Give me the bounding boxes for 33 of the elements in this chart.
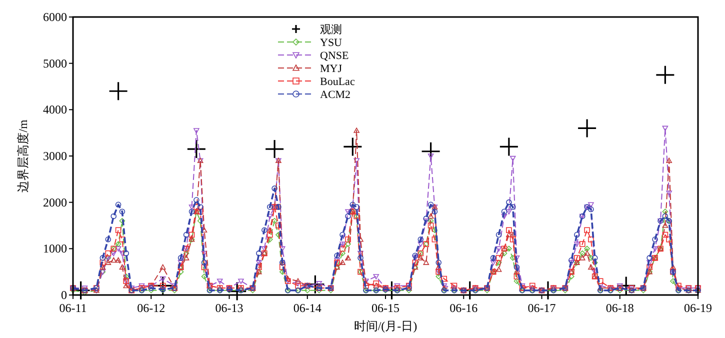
legend-label: ACM2 (320, 89, 351, 101)
point (655, 65, 675, 85)
point (108, 81, 128, 101)
legend-label: 观测 (320, 24, 342, 36)
x-tick-label: 06-16 (450, 301, 478, 315)
y-tick-label: 0 (61, 288, 67, 302)
point (421, 142, 441, 162)
point (264, 139, 284, 159)
x-tick-label: 06-17 (528, 301, 556, 315)
x-axis-title: 时间/(月-日) (354, 319, 418, 333)
x-tick-label: 06-12 (137, 301, 166, 315)
y-tick-label: 4000 (43, 102, 67, 117)
legend-label: QNSE (320, 50, 350, 62)
y-tick-label: 2000 (43, 195, 67, 210)
x-tick-label: 06-14 (293, 301, 322, 315)
point (499, 136, 519, 157)
y-axis-title: 边界层高度/m (16, 119, 30, 192)
y-tick-label: 3000 (43, 149, 67, 163)
legend-label: YSU (320, 37, 342, 49)
point (305, 274, 325, 294)
point (186, 139, 206, 159)
x-tick-label: 06-19 (684, 301, 712, 315)
x-tick-label: 06-11 (59, 301, 87, 315)
y-tick-label: 6000 (43, 10, 67, 24)
y-tick-label: 5000 (43, 56, 67, 70)
x-tick-label: 06-18 (606, 301, 634, 315)
legend-label: BouLac (320, 76, 355, 88)
x-tick-label: 06-15 (372, 301, 400, 315)
point (342, 136, 362, 157)
legend-label: MYJ (320, 63, 343, 75)
point (577, 118, 597, 138)
x-tick-label: 06-13 (215, 301, 244, 315)
y-tick-label: 1000 (43, 242, 67, 256)
